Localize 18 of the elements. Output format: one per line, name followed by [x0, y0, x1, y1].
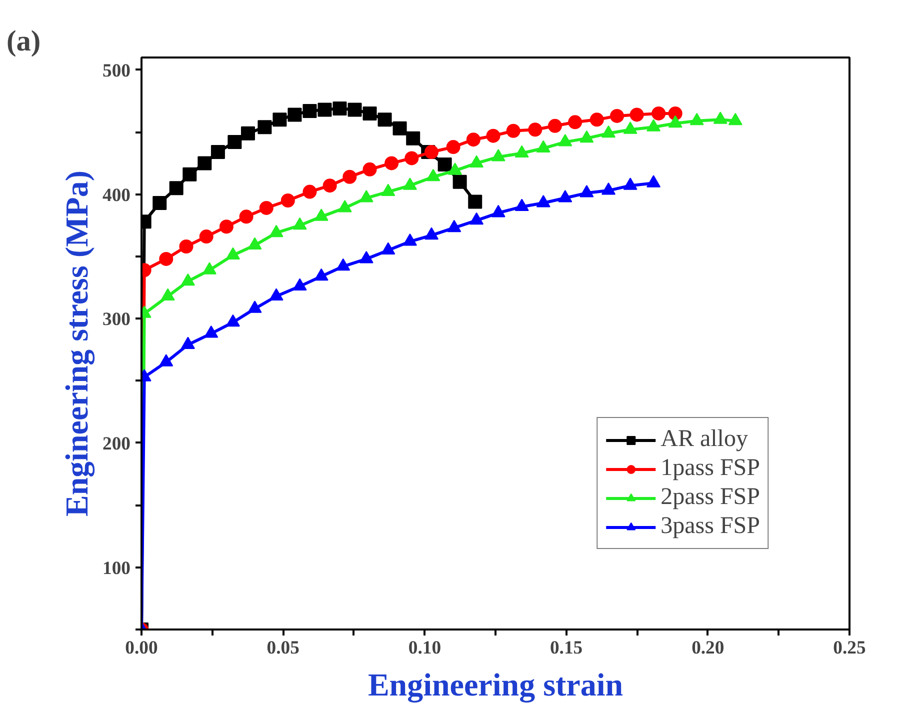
y-tick-label: 200 [102, 433, 130, 454]
y-tick-label: 500 [102, 60, 130, 82]
x-tick-label: 0.25 [833, 638, 866, 658]
y-tick-label: 400 [102, 184, 130, 206]
legend-label: 3pass FSP [660, 513, 760, 540]
x-tick-label: 0.00 [125, 638, 158, 658]
x-axis-title: Engineering strain [368, 666, 624, 704]
chart-title: (a) [6, 26, 41, 58]
legend-label: AR alloy [660, 426, 748, 453]
y-axis-title: Engineering stress (MPa) [58, 170, 96, 517]
y-tick-label: 100 [102, 558, 130, 579]
x-tick-label: 0.20 [692, 638, 724, 658]
legend-label: 1pass FSP [660, 455, 760, 482]
x-tick-label: 0.15 [550, 638, 583, 658]
x-tick-label: 0.10 [408, 638, 442, 658]
y-tick-label: 300 [102, 309, 130, 330]
x-tick-label: 0.05 [266, 638, 300, 658]
legend-label: 2pass FSP [660, 484, 760, 511]
